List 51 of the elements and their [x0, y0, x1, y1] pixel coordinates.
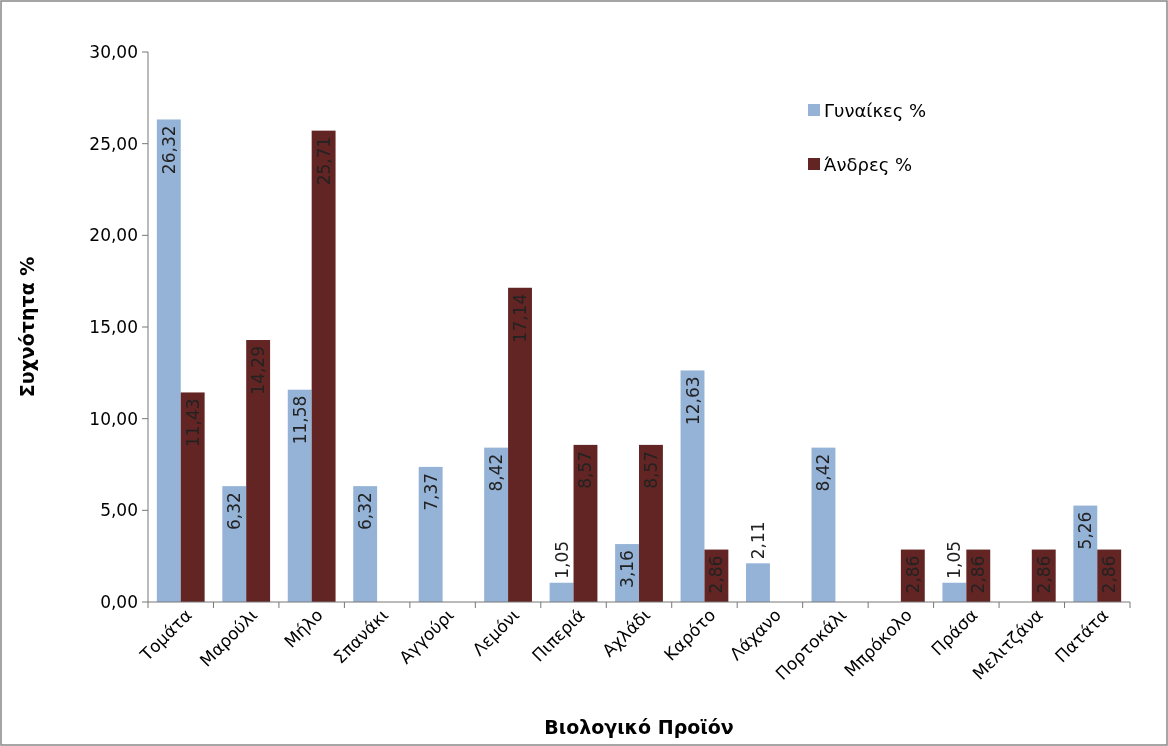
- data-label: 6,32: [355, 492, 376, 530]
- bar: [353, 486, 378, 602]
- y-tick-label: 10,00: [89, 408, 138, 429]
- y-tick-label: 20,00: [89, 225, 138, 246]
- data-label: 3,16: [617, 550, 638, 588]
- y-tick-label: 0,00: [100, 592, 138, 612]
- data-label: 11,58: [289, 395, 310, 445]
- bar: [573, 444, 598, 602]
- y-tick-label: 15,00: [89, 317, 138, 337]
- bar: [180, 392, 205, 602]
- data-label: 8,42: [486, 453, 507, 492]
- data-label: 8,57: [575, 450, 596, 489]
- bar: [508, 287, 532, 602]
- data-label: 6,32: [224, 492, 245, 530]
- data-label: 8,42: [813, 453, 834, 492]
- data-label: 11,43: [182, 398, 203, 448]
- x-axis-title: Βιολογικό Προϊόν: [544, 716, 734, 738]
- data-label: 7,37: [420, 472, 441, 511]
- bar: [311, 130, 336, 602]
- y-tick-label: 30,00: [89, 42, 138, 62]
- data-label: 2,86: [902, 555, 923, 594]
- data-label: 14,29: [248, 346, 269, 395]
- y-axis-title: Συχνότητα %: [16, 256, 38, 398]
- data-label: 12,63: [682, 376, 703, 426]
- bar: [222, 486, 247, 602]
- data-label: 8,57: [640, 450, 661, 489]
- bar: [246, 340, 271, 602]
- data-label: 1,05: [944, 540, 965, 579]
- y-tick-label: 25,00: [89, 133, 138, 154]
- data-label: 17,14: [510, 293, 531, 343]
- data-label: 5,26: [1075, 511, 1096, 550]
- legend-label: Γυναίκες %: [824, 99, 927, 121]
- bar: [680, 370, 705, 602]
- bar: [639, 444, 663, 602]
- bar: [746, 563, 770, 602]
- y-tick-label: 5,00: [100, 500, 138, 521]
- bar: [418, 466, 443, 602]
- data-label: 2,86: [706, 555, 727, 594]
- data-label: 25,71: [313, 136, 334, 186]
- data-label: 2,86: [968, 555, 989, 594]
- data-label: 2,86: [1099, 555, 1120, 594]
- data-label: 26,32: [158, 125, 179, 175]
- bar: [484, 447, 509, 602]
- bar: [287, 389, 312, 602]
- bar: [156, 119, 181, 602]
- data-label: 2,86: [1033, 555, 1054, 594]
- data-label: 1,05: [551, 540, 572, 579]
- legend-label: Άνδρες %: [824, 153, 913, 175]
- bar: [942, 582, 967, 602]
- bar: [549, 582, 574, 602]
- data-label: 2,11: [747, 521, 768, 560]
